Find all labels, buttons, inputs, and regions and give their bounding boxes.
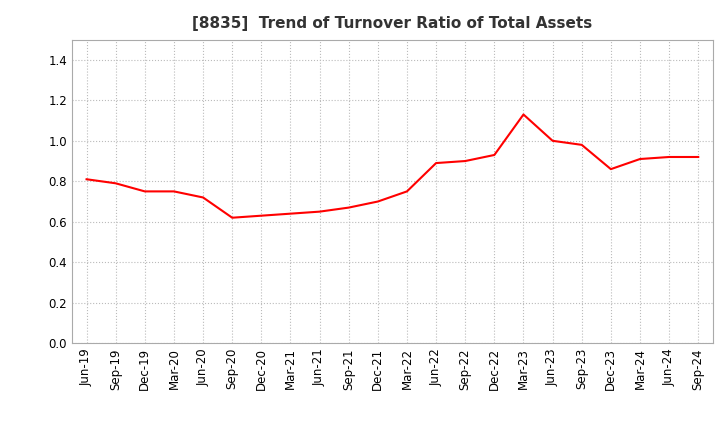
Title: [8835]  Trend of Turnover Ratio of Total Assets: [8835] Trend of Turnover Ratio of Total … <box>192 16 593 32</box>
